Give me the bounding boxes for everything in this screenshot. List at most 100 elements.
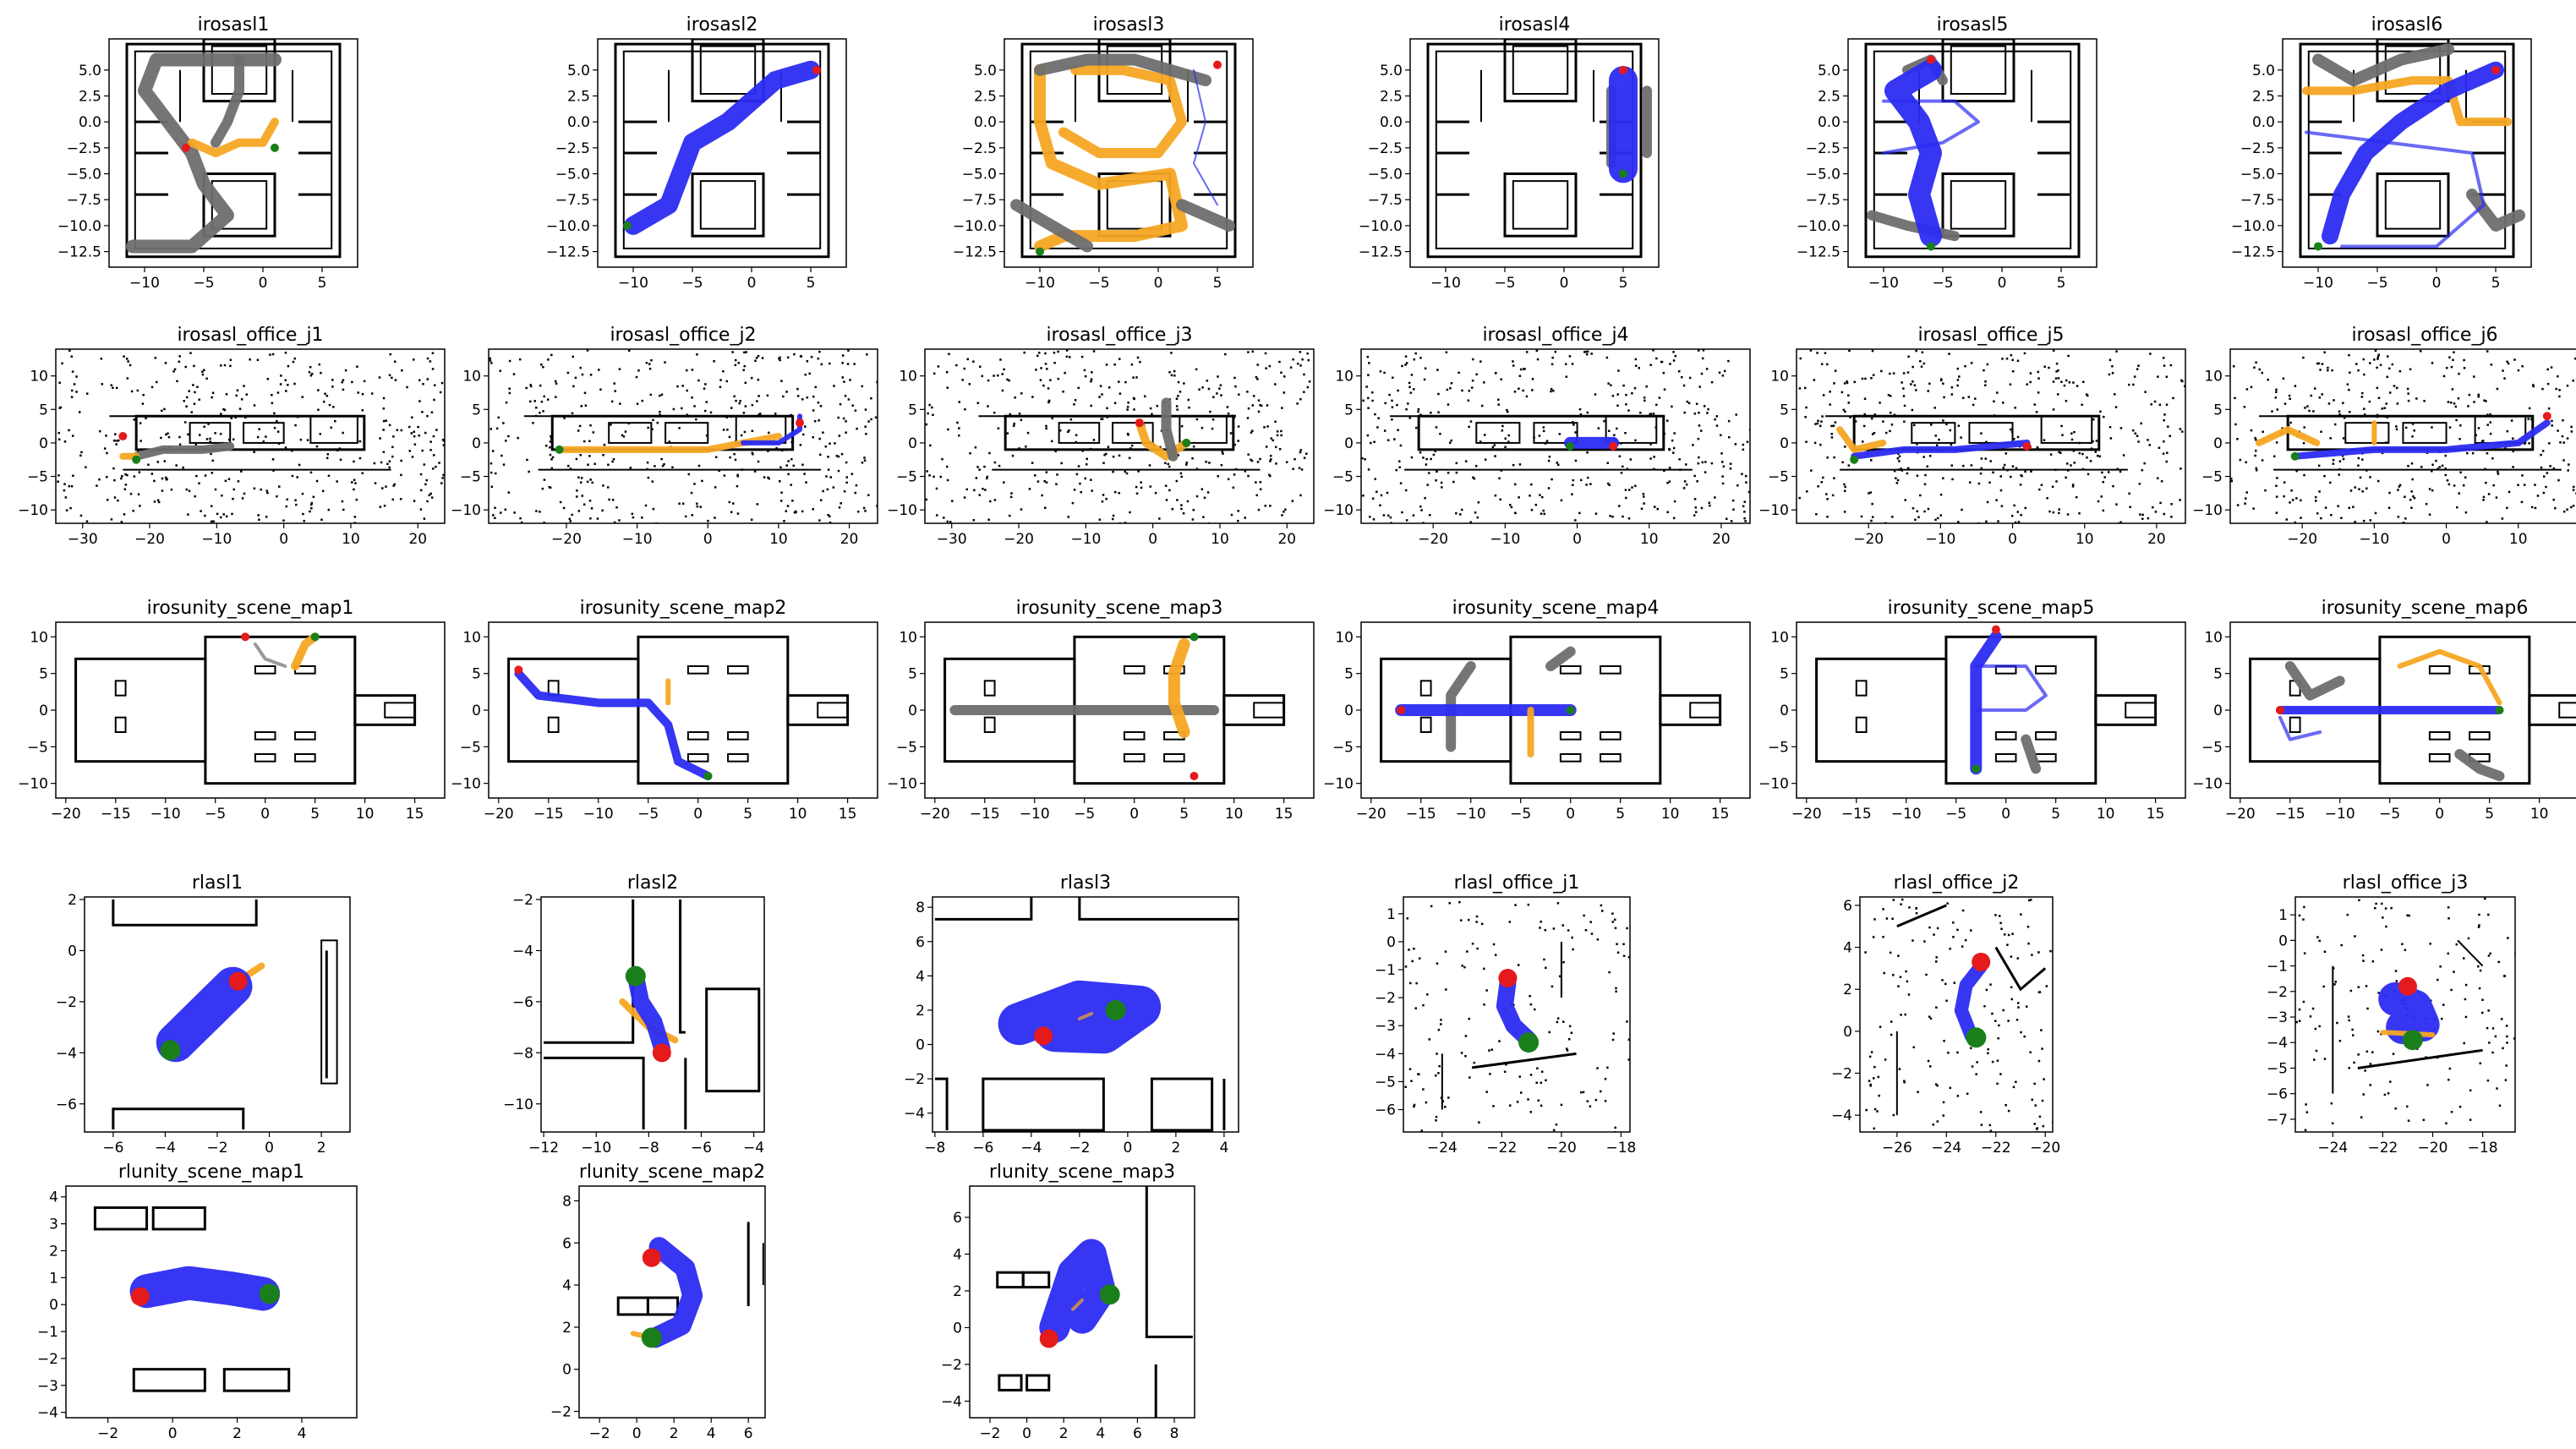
map-scan-point	[351, 380, 353, 384]
map-scan-point	[2114, 406, 2118, 408]
map-scan-point	[1135, 485, 1138, 489]
map-scan-point	[1999, 489, 2003, 492]
map-scan-point	[2338, 460, 2342, 462]
map-scan-point	[1086, 457, 1088, 461]
map-wall	[2402, 422, 2447, 444]
map-scan-point	[2551, 424, 2553, 427]
map-scan-point	[293, 382, 296, 385]
map-scan-point	[500, 454, 503, 457]
map-scan-point	[2520, 500, 2524, 504]
map-scan-point	[2129, 506, 2131, 509]
map-scan-point	[750, 518, 753, 521]
map-scan-point	[1871, 349, 1874, 353]
map-scan-point	[1831, 494, 1835, 497]
map-scan-point	[2333, 399, 2335, 402]
y-tick-label: 5.0	[79, 63, 101, 79]
map-scan-point	[810, 355, 813, 358]
map-scan-point	[129, 492, 133, 495]
map-scan-point	[1693, 514, 1696, 517]
map-scan-point	[624, 430, 627, 433]
x-tick-label: 20	[408, 531, 427, 548]
map-scan-point	[1730, 520, 1733, 522]
map-scan-point	[2283, 481, 2286, 484]
map-scan-point	[1734, 443, 1737, 446]
y-tick-label: 4	[916, 968, 925, 985]
y-tick-label: 0	[908, 703, 917, 719]
map-scan-point	[1079, 482, 1081, 485]
trajectory-path_b	[291, 632, 320, 670]
y-tick-label: −10	[451, 776, 481, 793]
map-scan-point	[1520, 1091, 1523, 1094]
trajectory-path_a	[2278, 715, 2322, 741]
map-scan-point	[1045, 471, 1048, 473]
map-scan-point	[1198, 388, 1200, 391]
map-scan-point	[2413, 429, 2415, 432]
map-scan-point	[1384, 402, 1386, 405]
map-scan-point	[1118, 380, 1120, 383]
map-scan-point	[2295, 469, 2298, 473]
map-scan-point	[1408, 417, 1411, 419]
map-layer	[925, 349, 1314, 523]
map-scan-point	[2302, 356, 2305, 359]
map-scan-point	[945, 465, 949, 468]
map-scan-point	[2000, 505, 2004, 507]
map-scan-point	[1834, 421, 1837, 424]
map-scan-point	[141, 402, 145, 405]
map-scan-point	[550, 435, 552, 438]
map-scan-point	[2021, 474, 2023, 478]
subplot-irosasl1: irosasl1−10 −5 0 55.02.50.0−2.5−5.0−7.5−10.…	[57, 14, 358, 292]
map-scan-point	[2375, 902, 2377, 905]
map-scan-point	[244, 416, 247, 419]
map-scan-point	[2127, 383, 2130, 386]
map-scan-point	[864, 510, 867, 512]
map-scan-point	[1170, 352, 1173, 354]
map-wall	[1689, 702, 1721, 719]
map-scan-point	[380, 461, 383, 464]
map-scan-point	[136, 450, 139, 453]
map-scan-point	[1700, 372, 1704, 375]
map-scan-point	[2137, 440, 2140, 443]
map-wall	[934, 1077, 949, 1130]
map-scan-point	[2547, 407, 2551, 410]
map-scan-point	[1376, 490, 1378, 494]
map-scan-point	[1961, 396, 1965, 400]
map-scan-point	[1440, 1023, 1442, 1025]
map-scan-point	[1250, 459, 1254, 462]
map-scan-point	[287, 364, 290, 368]
map-scan-point	[2078, 511, 2081, 515]
map-scan-point	[2055, 480, 2058, 483]
axes-frame	[1859, 896, 2054, 1133]
map-scan-point	[579, 366, 582, 369]
map-scan-point	[425, 478, 429, 482]
map-scan-point	[2298, 1008, 2301, 1011]
map-scan-point	[1968, 481, 1972, 484]
subplot-irosunity_scene_map6: irosunity_scene_map6−20−15−10−5051015105…	[2192, 598, 2576, 823]
map-scan-point	[2086, 456, 2088, 459]
map-scan-point	[1677, 369, 1681, 373]
map-scan-point	[2348, 388, 2350, 391]
map-scan-point	[63, 440, 67, 443]
map-wall	[622, 50, 822, 249]
map-wall	[1419, 716, 1432, 734]
map-scan-point	[2302, 918, 2305, 921]
map-scan-point	[1624, 489, 1627, 491]
map-scan-point	[2486, 1026, 2489, 1030]
map-scan-point	[1873, 431, 1876, 435]
map-scan-point	[1923, 483, 1927, 486]
map-scan-point	[1614, 927, 1617, 930]
map-scan-point	[1140, 486, 1143, 489]
map-scan-point	[1718, 371, 1721, 375]
y-tick-label: 1	[49, 1270, 58, 1287]
map-scan-point	[1435, 1119, 1437, 1122]
map-scan-point	[2566, 385, 2569, 387]
map-scan-point	[1450, 439, 1453, 442]
y-tick-label: 10	[1770, 369, 1789, 385]
map-scan-point	[2029, 380, 2032, 384]
map-scan-point	[210, 452, 212, 456]
map-scan-point	[1264, 352, 1267, 355]
map-scan-point	[1003, 481, 1005, 484]
y-tick-label: −5	[27, 739, 48, 756]
map-scan-point	[2289, 397, 2291, 401]
map-scan-point	[1572, 484, 1574, 487]
map-scan-point	[780, 449, 784, 452]
